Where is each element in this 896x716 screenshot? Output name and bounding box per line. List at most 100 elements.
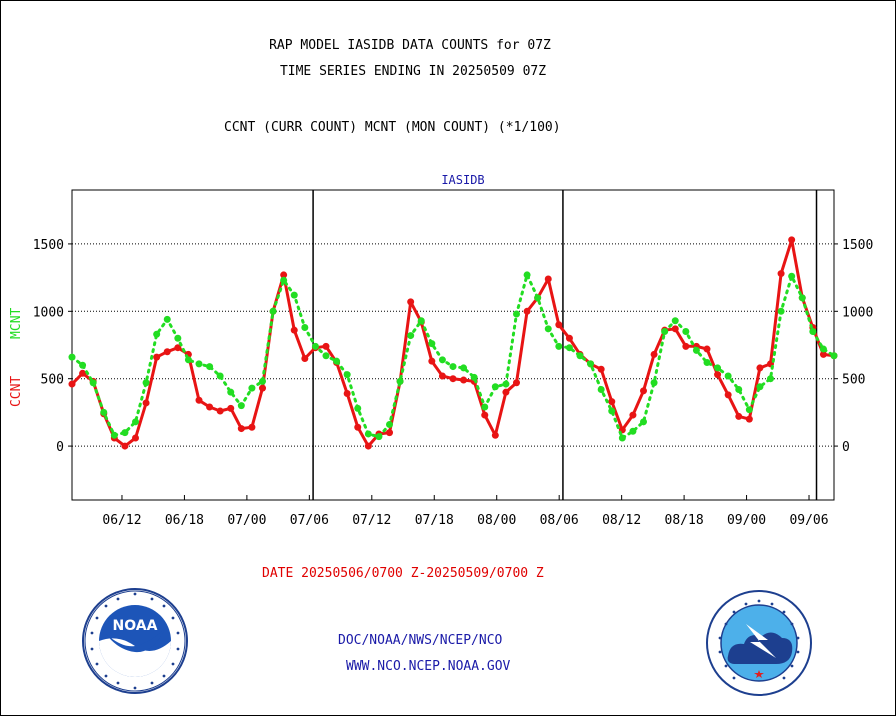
y-tick-label-right: 1500 [842,238,873,253]
data-point-ccnt [703,345,711,353]
data-point-mcnt [555,342,563,350]
data-point-mcnt [703,359,711,367]
data-point-mcnt [428,340,436,348]
data-point-mcnt [110,431,118,439]
data-point-mcnt [100,408,108,416]
x-tick-label: 09/00 [727,513,766,528]
data-point-mcnt [618,434,626,442]
data-point-ccnt [523,307,531,315]
y-tick-label-right: 500 [842,373,865,388]
data-point-mcnt [301,323,309,331]
data-point-mcnt [661,328,669,336]
data-point-mcnt [195,360,203,368]
data-point-mcnt [809,328,817,336]
data-point-mcnt [417,317,425,325]
data-point-mcnt [132,418,139,426]
data-point-ccnt [68,380,76,388]
data-point-ccnt [290,326,298,334]
data-point-ccnt [756,364,764,372]
data-point-ccnt [449,375,457,383]
data-point-mcnt [513,310,520,318]
data-point-mcnt [523,271,531,279]
data-point-ccnt [460,376,468,384]
data-point-ccnt [777,270,785,278]
footer-org-link[interactable]: DOC/NOAA/NWS/NCEP/NCO [338,633,503,648]
data-point-ccnt [227,404,235,412]
y-tick-label-right: 0 [842,440,850,455]
data-point-mcnt [587,360,595,368]
data-point-mcnt [290,291,298,299]
data-point-mcnt [544,325,552,333]
data-point-mcnt [68,353,76,361]
x-tick-label: 06/18 [165,513,204,528]
data-point-ccnt [174,344,182,352]
data-point-ccnt [502,388,510,396]
data-point-mcnt [491,383,499,391]
data-point-mcnt [460,364,468,372]
data-point-mcnt [640,418,647,426]
data-point-ccnt [79,369,87,377]
y-tick-label-left: 1500 [33,238,64,253]
data-point-ccnt [745,415,753,423]
footer-url-link[interactable]: WWW.NCO.NCEP.NOAA.GOV [346,659,511,674]
chart-area: 0 0 500 500 1000 1000 1500 1500 06/12 06/18 07/00 0… [9,173,873,528]
data-point-mcnt [237,402,245,410]
data-point-mcnt [375,433,383,441]
data-point-ccnt [386,429,393,437]
chart-subtitle-time-series: TIME SERIES ENDING IN 20250509 07Z [279,64,547,79]
data-point-mcnt [608,407,616,415]
data-point-mcnt [597,385,605,393]
x-tick-label: 07/00 [227,513,266,528]
data-point-ccnt [629,411,637,419]
data-point-mcnt [322,352,330,360]
data-point-mcnt [671,317,679,325]
x-tick-label: 07/12 [352,513,391,528]
data-point-ccnt [714,371,722,379]
data-point-mcnt [534,294,542,302]
data-point-ccnt [280,271,288,279]
y-axis-label-mcnt: MCNT [9,307,24,338]
y-tick-label-left: 500 [41,373,64,388]
data-point-ccnt [163,348,171,356]
data-point-ccnt [195,396,203,404]
noaa-logo-icon: NOAA [82,588,188,694]
data-point-ccnt [565,334,573,342]
data-point-mcnt [280,276,288,284]
data-point-mcnt [386,421,393,429]
data-point-ccnt [597,365,605,373]
data-point-ccnt [682,342,690,350]
data-point-ccnt [438,372,446,380]
x-tick-label: 08/18 [665,513,704,528]
data-point-mcnt [163,315,171,323]
data-point-ccnt [364,442,372,450]
data-point-mcnt [714,364,722,372]
data-point-mcnt [798,294,806,302]
data-point-ccnt [354,423,362,431]
data-point-ccnt [206,403,214,411]
data-point-ccnt [555,321,563,329]
data-point-ccnt [671,325,679,333]
data-point-mcnt [735,385,743,393]
y-tick-label-left: 1000 [33,305,64,320]
noaa-logo-text: NOAA [113,618,158,634]
data-point-ccnt [428,357,436,365]
data-point-mcnt [396,377,404,385]
data-point-mcnt [724,372,732,380]
footer-date-range: DATE 20250506/0700 Z-20250509/0700 Z [262,566,544,581]
data-point-ccnt [481,411,489,419]
x-tick-label: 08/00 [477,513,516,528]
national-weather-service-logo-icon [706,590,812,696]
data-point-mcnt [470,373,478,381]
data-point-ccnt [513,379,520,387]
data-point-mcnt [438,356,446,364]
data-point-ccnt [343,390,351,398]
data-point-mcnt [216,372,224,380]
data-point-mcnt [650,379,658,387]
data-point-mcnt [692,346,700,354]
x-tick-label: 09/06 [789,513,828,528]
data-point-mcnt [777,307,785,315]
data-point-ccnt [216,407,224,415]
data-point-mcnt [227,388,235,396]
y-axis-label-ccnt: CCNT [9,376,24,407]
data-point-ccnt [407,298,415,306]
